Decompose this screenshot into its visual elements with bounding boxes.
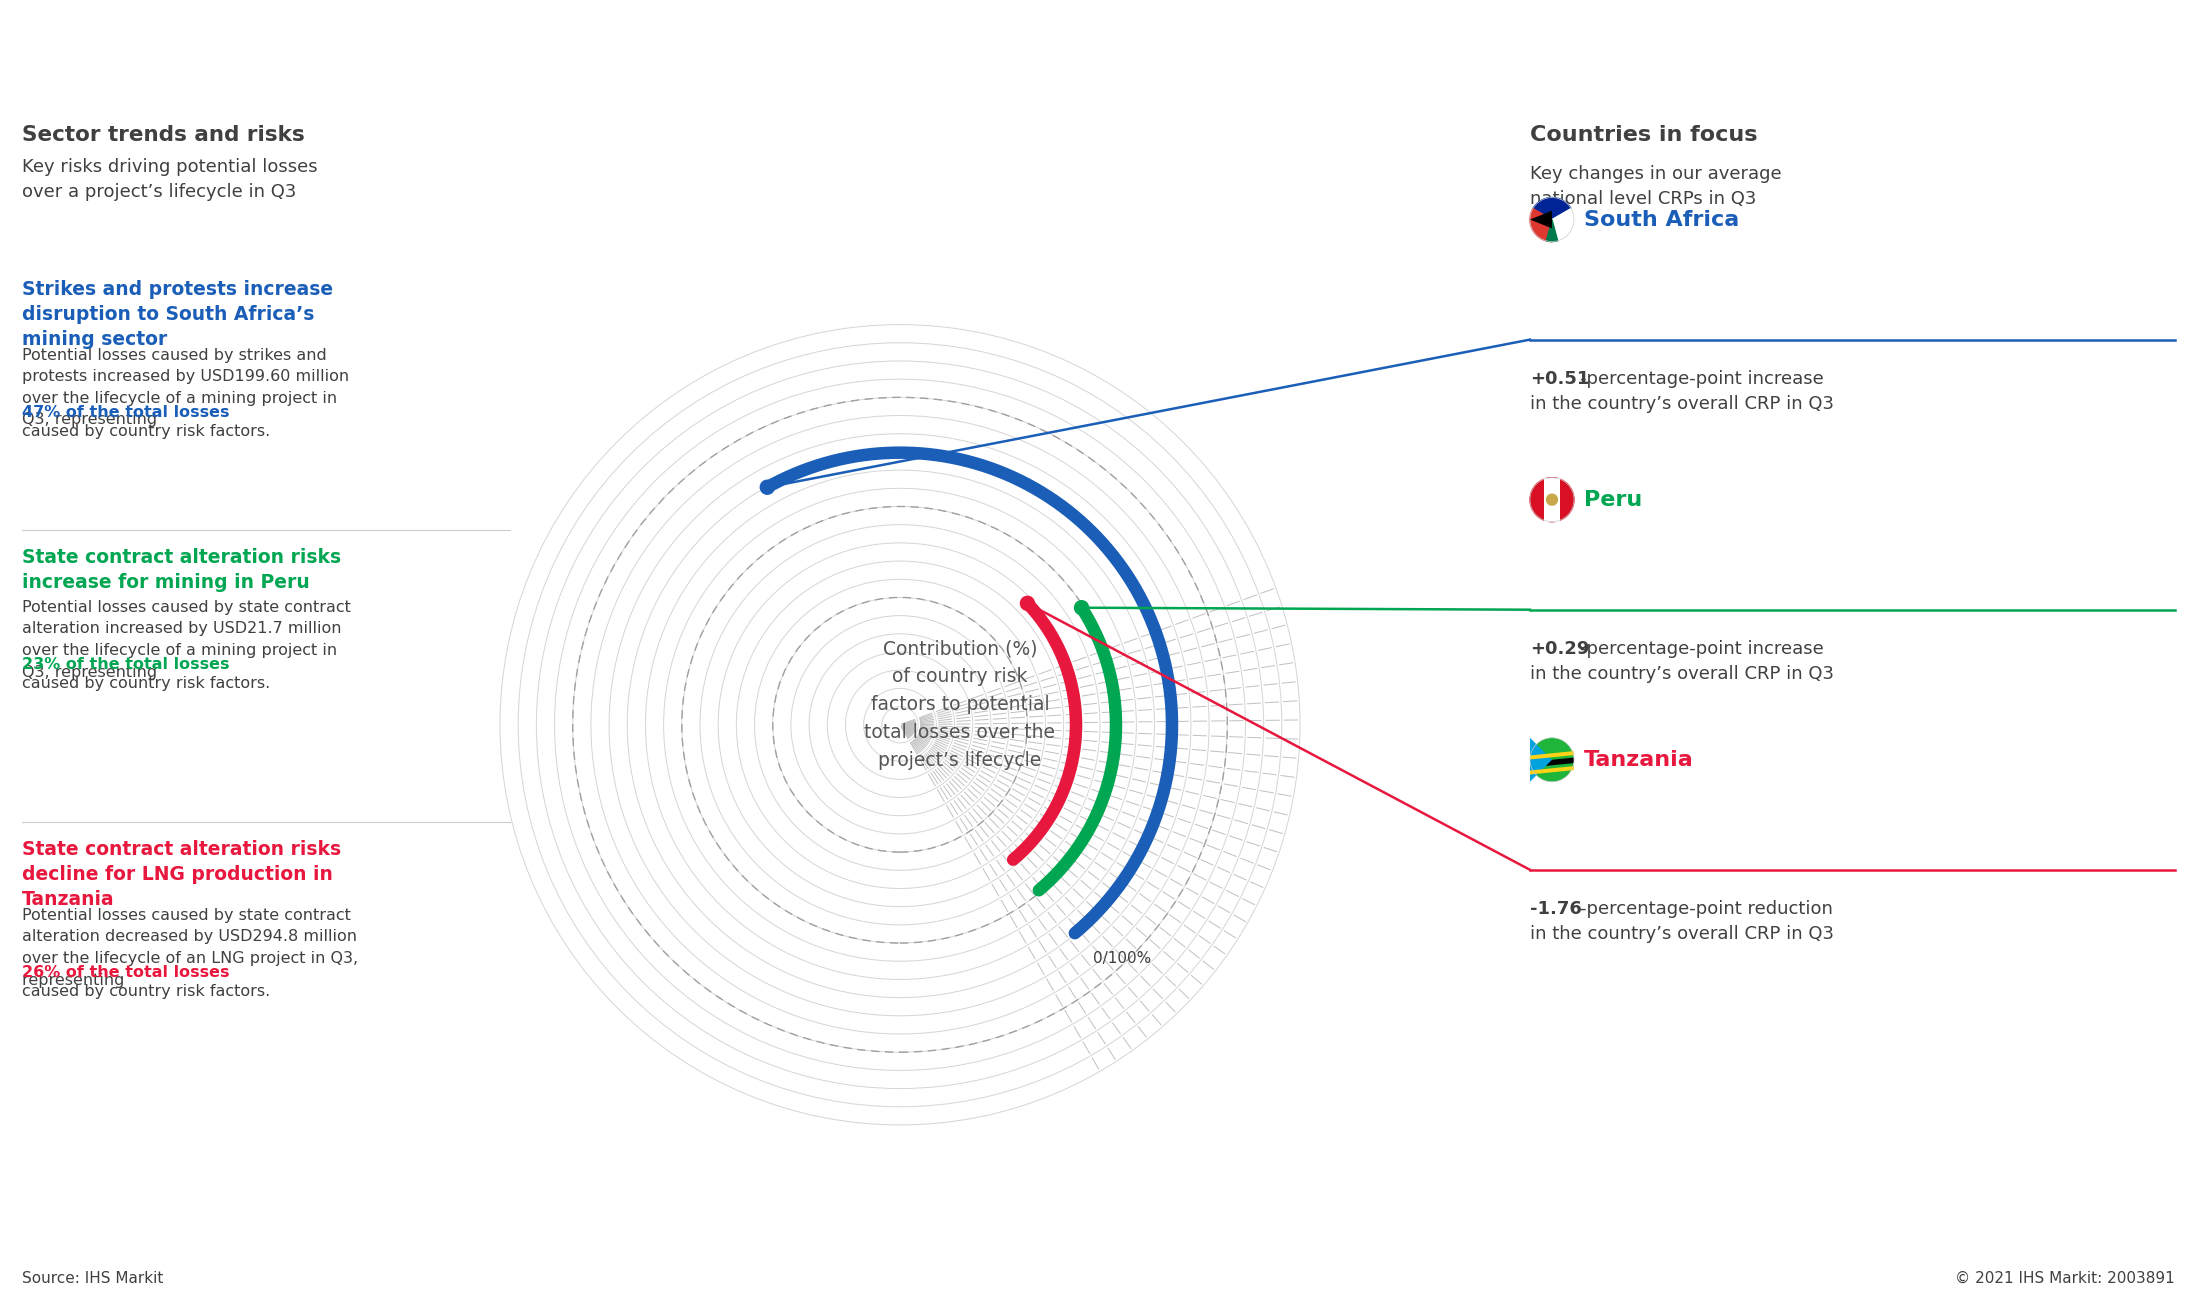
Polygon shape xyxy=(1529,758,1573,767)
Text: Source: IHS Markit: Source: IHS Markit xyxy=(22,1271,163,1286)
Polygon shape xyxy=(1529,738,1551,781)
Wedge shape xyxy=(1551,477,1573,521)
Circle shape xyxy=(1529,738,1573,781)
Polygon shape xyxy=(1529,766,1573,775)
Circle shape xyxy=(1547,494,1558,506)
Circle shape xyxy=(760,480,773,494)
Text: caused by country risk factors.: caused by country risk factors. xyxy=(22,424,270,438)
Text: Sector trends and risks: Sector trends and risks xyxy=(22,125,305,144)
Wedge shape xyxy=(1529,208,1551,242)
Wedge shape xyxy=(1534,198,1571,220)
Circle shape xyxy=(1529,198,1573,242)
Text: +0.51: +0.51 xyxy=(1529,369,1588,387)
Text: Contribution (%)
of country risk
factors to potential
total losses over the
proj: Contribution (%) of country risk factors… xyxy=(863,640,1055,771)
Text: -percentage-point reduction: -percentage-point reduction xyxy=(1580,900,1832,918)
Circle shape xyxy=(1019,597,1035,610)
Text: -1.76: -1.76 xyxy=(1529,900,1582,918)
Text: in the country’s overall CRP in Q3: in the country’s overall CRP in Q3 xyxy=(1529,924,1834,942)
Text: 47% of the total losses: 47% of the total losses xyxy=(22,404,228,420)
Text: Notable trends in IHS Markit’s Country Risk Premiums for the Q3 2021 update: Notable trends in IHS Markit’s Country R… xyxy=(22,29,1307,56)
Text: Countries in focus: Countries in focus xyxy=(1529,125,1758,144)
Polygon shape xyxy=(1529,751,1573,759)
Wedge shape xyxy=(1529,477,1551,521)
Text: caused by country risk factors.: caused by country risk factors. xyxy=(22,984,270,998)
Text: South Africa: South Africa xyxy=(1584,209,1740,230)
Wedge shape xyxy=(1547,220,1558,242)
Text: -percentage-point increase: -percentage-point increase xyxy=(1580,640,1824,658)
Polygon shape xyxy=(1529,211,1551,229)
Text: Peru: Peru xyxy=(1584,490,1641,510)
Circle shape xyxy=(1529,477,1573,521)
Text: Strikes and protests increase
disruption to South Africa’s
mining sector: Strikes and protests increase disruption… xyxy=(22,280,334,348)
Text: Key risks driving potential losses
over a project’s lifecycle in Q3: Key risks driving potential losses over … xyxy=(22,157,319,202)
Text: caused by country risk factors.: caused by country risk factors. xyxy=(22,676,270,690)
Wedge shape xyxy=(1551,208,1573,242)
Text: -percentage-point increase: -percentage-point increase xyxy=(1580,369,1824,387)
Bar xyxy=(1544,477,1560,521)
Text: 26% of the total losses: 26% of the total losses xyxy=(22,965,228,980)
Circle shape xyxy=(1074,601,1088,615)
Text: Potential losses caused by strikes and
protests increased by USD199.60 million
o: Potential losses caused by strikes and p… xyxy=(22,347,349,428)
Text: Potential losses caused by state contract
alteration decreased by USD294.8 milli: Potential losses caused by state contrac… xyxy=(22,907,358,988)
Text: 23% of the total losses: 23% of the total losses xyxy=(22,656,228,672)
Text: State contract alteration risks
increase for mining in Peru: State contract alteration risks increase… xyxy=(22,547,341,592)
Text: Potential losses caused by state contract
alteration increased by USD21.7 millio: Potential losses caused by state contrac… xyxy=(22,599,352,680)
Text: +0.29: +0.29 xyxy=(1529,640,1588,658)
Text: 0/100%: 0/100% xyxy=(1094,952,1151,966)
Text: Tanzania: Tanzania xyxy=(1584,750,1694,770)
Text: State contract alteration risks
decline for LNG production in
Tanzania: State contract alteration risks decline … xyxy=(22,840,341,909)
Text: © 2021 IHS Markit: 2003891: © 2021 IHS Markit: 2003891 xyxy=(1955,1271,2175,1286)
Text: in the country’s overall CRP in Q3: in the country’s overall CRP in Q3 xyxy=(1529,395,1834,412)
Text: in the country’s overall CRP in Q3: in the country’s overall CRP in Q3 xyxy=(1529,664,1834,683)
Text: Key changes in our average
national level CRPs in Q3: Key changes in our average national leve… xyxy=(1529,165,1782,208)
